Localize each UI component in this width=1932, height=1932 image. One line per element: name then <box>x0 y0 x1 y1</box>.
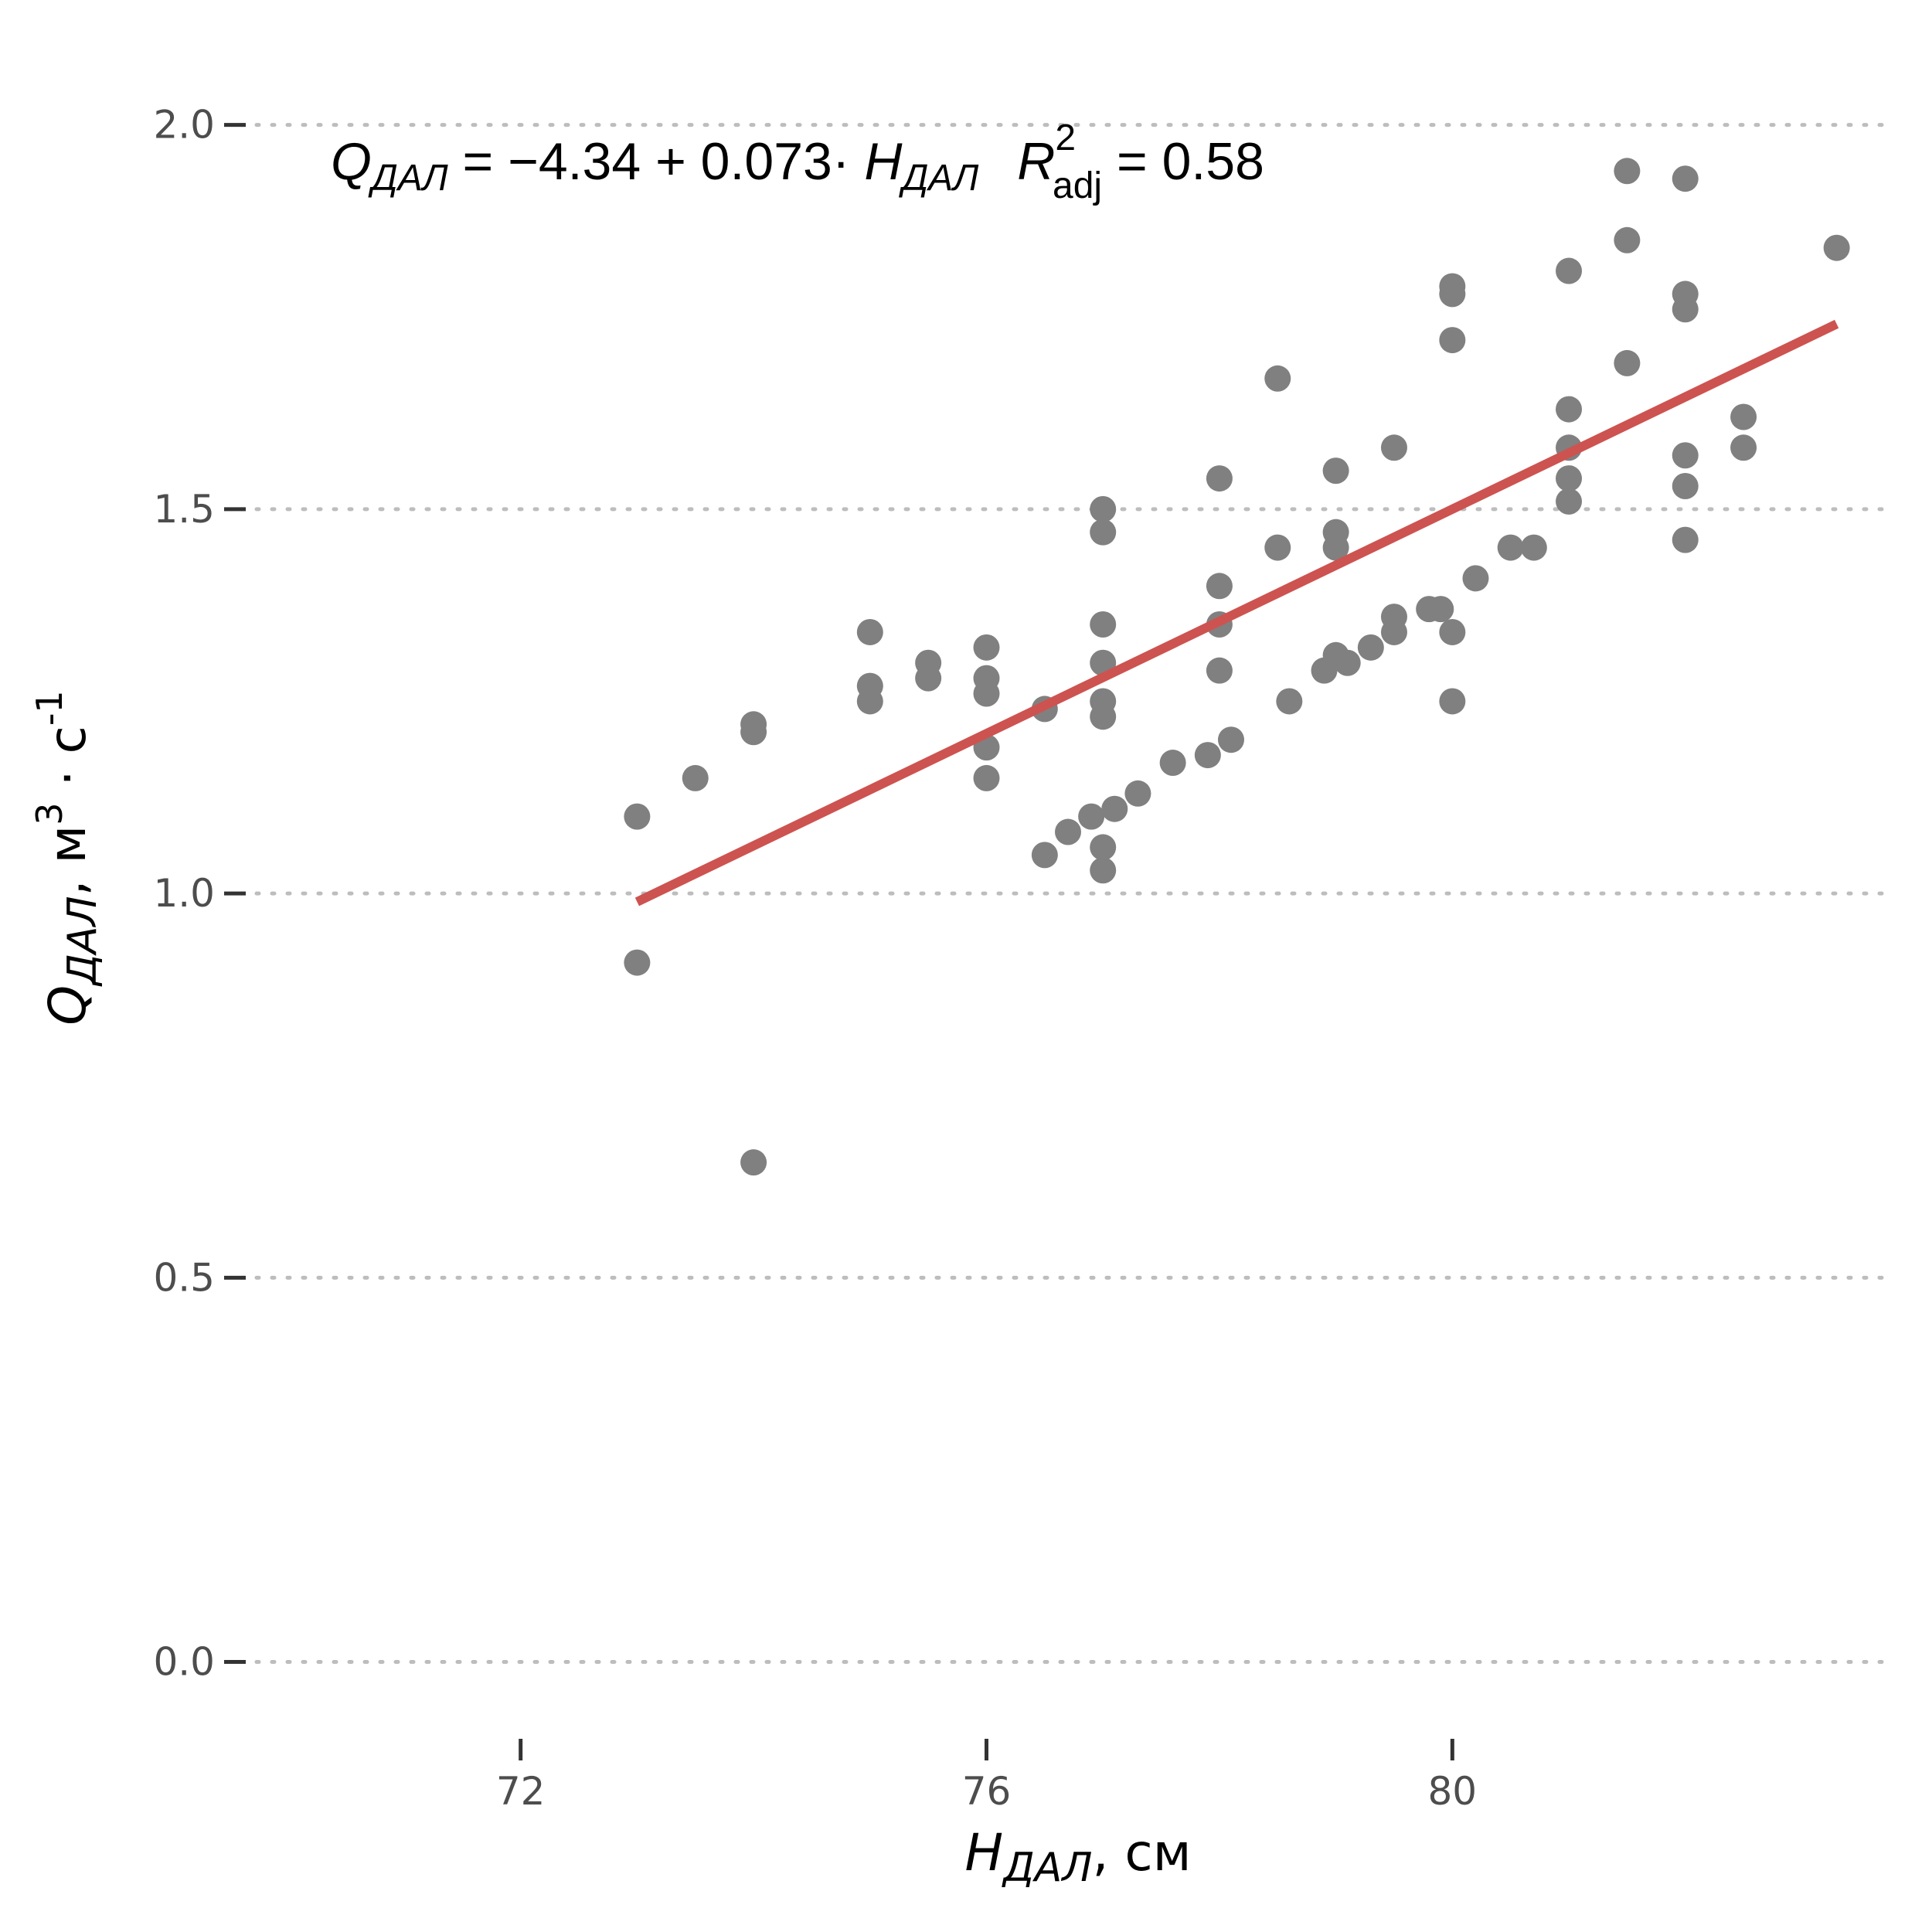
data-point <box>1090 519 1117 546</box>
data-point <box>856 688 883 715</box>
data-point <box>1264 534 1291 561</box>
data-point <box>682 764 709 791</box>
annot-h-sub: ДАЛ <box>899 158 979 199</box>
data-point <box>1462 565 1489 592</box>
annot-r-val: = 0.58 <box>1102 132 1264 191</box>
data-point <box>1322 457 1349 485</box>
data-point <box>1206 465 1233 492</box>
data-point <box>740 719 767 746</box>
y-title-main: Q <box>38 985 97 1026</box>
data-point <box>1556 396 1583 423</box>
data-point <box>1672 165 1699 192</box>
data-point <box>915 665 942 692</box>
data-point <box>973 764 1000 791</box>
data-point <box>1078 803 1105 830</box>
regression-annotation: QДАЛ = −4.34 + 0.073· HДАЛ R2 adj = 0.58 <box>331 117 1264 206</box>
annot-eq: = −4.34 + 0.073· <box>448 132 865 191</box>
data-point <box>1614 349 1641 376</box>
x-title-main: H <box>965 1823 1004 1883</box>
data-point <box>1823 234 1850 261</box>
data-point <box>1217 726 1244 753</box>
data-point <box>1194 742 1221 769</box>
data-point <box>1427 596 1454 623</box>
data-point <box>1380 434 1407 461</box>
annot-q-sub: ДАЛ <box>368 158 448 199</box>
data-point <box>856 618 883 645</box>
data-point <box>973 680 1000 707</box>
y-tick-label: 2.0 <box>153 103 215 148</box>
y-title-rest2: · с <box>38 726 97 802</box>
y-title-rest1: , м <box>38 825 97 896</box>
annot-q: Q <box>331 132 372 191</box>
data-point <box>1101 795 1128 822</box>
data-point <box>1334 649 1361 676</box>
data-point <box>1556 257 1583 284</box>
data-point <box>1439 327 1466 354</box>
data-point <box>1730 403 1757 430</box>
annot-h: H <box>864 132 903 191</box>
data-point <box>1614 158 1641 185</box>
data-point <box>1439 618 1466 645</box>
regression-line <box>634 319 1839 906</box>
y-title-sub: ДАЛ <box>60 896 106 986</box>
data-point <box>1322 534 1349 561</box>
data-point <box>1090 834 1117 861</box>
data-point <box>1090 495 1117 522</box>
y-tick-label: 0.0 <box>153 1640 215 1685</box>
data-point <box>1380 618 1407 645</box>
y-tick-label: 0.5 <box>153 1255 215 1300</box>
data-point <box>1264 365 1291 392</box>
grid-layer <box>239 123 1897 1665</box>
x-axis: 72 76 80 <box>496 1739 1477 1814</box>
data-point <box>1206 657 1233 684</box>
y-title-sup1: 3 <box>29 802 70 825</box>
data-point <box>1055 818 1081 845</box>
data-point <box>1556 465 1583 492</box>
data-point <box>624 949 651 976</box>
data-point <box>1090 857 1117 884</box>
data-point <box>1206 573 1233 600</box>
data-point <box>1520 534 1547 561</box>
data-point <box>1497 534 1524 561</box>
fit-line-layer <box>634 319 1839 906</box>
annot-r: R <box>1017 132 1055 191</box>
points-layer <box>624 158 1850 1176</box>
data-point <box>1556 488 1583 515</box>
y-title-sup2: -1 <box>29 690 70 726</box>
y-tick-label: 1.0 <box>153 871 215 916</box>
data-point <box>1439 281 1466 308</box>
data-point <box>1357 634 1384 661</box>
data-point <box>1090 611 1117 638</box>
x-title-sub: ДАЛ <box>1002 1845 1092 1891</box>
data-point <box>1159 750 1186 777</box>
data-point <box>1672 526 1699 553</box>
data-point <box>1276 688 1303 715</box>
data-point <box>1090 703 1117 730</box>
data-point <box>624 803 651 830</box>
y-tick-label: 1.5 <box>153 487 215 532</box>
x-tick-label: 72 <box>496 1769 546 1814</box>
data-point <box>1672 296 1699 323</box>
x-tick-label: 76 <box>962 1769 1012 1814</box>
annot-r-sub: adj <box>1053 165 1102 206</box>
annot-r-sup: 2 <box>1055 117 1076 158</box>
data-point <box>1439 688 1466 715</box>
x-tick-label: 80 <box>1428 1769 1478 1814</box>
data-point <box>740 1149 767 1176</box>
x-title-rest: , см <box>1092 1823 1191 1883</box>
data-point <box>1672 473 1699 500</box>
data-point <box>1672 442 1699 469</box>
y-axis-title: QДАЛ, м3 · с-1 <box>29 690 106 1025</box>
data-point <box>1614 226 1641 253</box>
data-point <box>1730 434 1757 461</box>
data-point <box>1031 842 1058 869</box>
x-axis-title: HДАЛ, см <box>965 1823 1192 1891</box>
y-axis: 0.0 0.5 1.0 1.5 2.0 <box>153 103 246 1685</box>
data-point <box>1124 780 1151 807</box>
data-point <box>973 634 1000 661</box>
